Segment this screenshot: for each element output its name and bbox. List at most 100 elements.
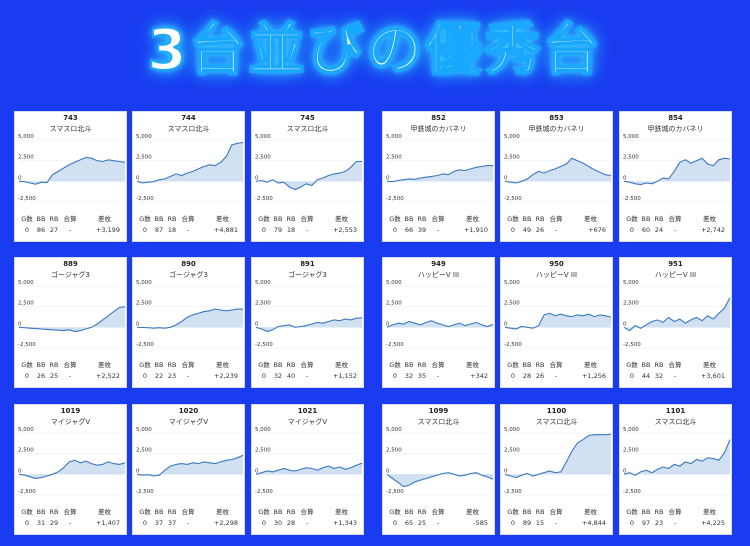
bb-value: 79 <box>273 226 283 234</box>
y-tick-label: 0 <box>18 321 22 327</box>
stats-header-row: G数 BB RB 合算 差枚 <box>256 507 361 518</box>
series-line <box>18 156 126 185</box>
y-tick-label: 0 <box>386 175 390 181</box>
y-tick-label: -2,500 <box>136 489 154 495</box>
y-tick-label: 0 <box>504 175 508 181</box>
stats-values-row: 0 79 18 - +2,553 <box>256 225 361 236</box>
y-tick-label: 2,500 <box>18 448 34 454</box>
series-area <box>256 317 362 332</box>
series-area <box>624 439 730 476</box>
stats-values-row: 0 97 23 - +4,225 <box>624 518 729 529</box>
machine-number: 1021 <box>297 407 318 415</box>
machine-card: 1019 マイジャグV 5,000 2,500 0 -2,500 G数 BB RB 合算 差枚 0 31… <box>14 404 127 535</box>
stats-header: RB <box>417 361 427 369</box>
bb-value: 26 <box>36 372 46 380</box>
rb-value: 23 <box>167 372 177 380</box>
games-value: 0 <box>24 226 30 234</box>
rb-value: 28 <box>286 519 296 527</box>
series-line <box>18 459 126 480</box>
stats-values-row: 0 31 29 - +1,407 <box>19 518 124 529</box>
stats-values-row: 0 87 18 - +4,881 <box>137 225 242 236</box>
payout-chart: 5,000 2,500 0 -2,500 <box>136 280 243 349</box>
bb-value: 66 <box>404 226 414 234</box>
y-tick-label: 5,000 <box>255 280 271 286</box>
machine-name: 甲鉄城のカバネリ <box>528 125 585 133</box>
y-tick-label: 2,500 <box>386 301 402 307</box>
stats-header: 合算 <box>431 508 445 516</box>
stats-table: G数 BB RB 合算 差枚 0 32 40 - +1,152 <box>256 360 361 382</box>
machine-name: マイジャグV <box>50 418 91 426</box>
stats-header: RB <box>417 508 427 516</box>
stats-header: BB <box>522 215 532 223</box>
rb-value: 23 <box>654 519 664 527</box>
machine-name: ゴージャグ3 <box>51 271 90 279</box>
stats-header: G数 <box>626 361 638 369</box>
series-line <box>255 462 363 475</box>
bb-value: 49 <box>522 226 532 234</box>
stats-header-row: G数 BB RB 合算 差枚 <box>19 214 124 225</box>
stats-table: G数 BB RB 合算 差枚 0 65 25 - -585 <box>387 507 492 529</box>
stats-header: RB <box>286 361 296 369</box>
rb-value: 25 <box>49 372 59 380</box>
stats-header: BB <box>36 508 46 516</box>
diff-value: +4,881 <box>213 226 238 234</box>
diff-value: +4,225 <box>700 519 725 527</box>
stats-table: G数 BB RB 合算 差枚 0 44 32 - +3,601 <box>624 360 729 382</box>
stats-header: 合算 <box>549 215 563 223</box>
y-tick-label: 5,000 <box>623 134 639 140</box>
combined-value: - <box>436 519 440 527</box>
diff-value: +4,844 <box>581 519 606 527</box>
machine-name: 甲鉄城のカバネリ <box>410 125 467 133</box>
machine-name: スマスロ北斗 <box>654 418 697 426</box>
stats-header-row: G数 BB RB 合算 差枚 <box>505 507 610 518</box>
y-tick-label: 5,000 <box>386 280 402 286</box>
series-area <box>137 309 243 329</box>
y-tick-label: 5,000 <box>136 134 152 140</box>
stats-header-row: G数 BB RB 合算 差枚 <box>387 360 492 371</box>
machine-number: 744 <box>181 114 196 122</box>
stats-header: 差枚 <box>703 215 716 223</box>
series-area <box>505 313 611 329</box>
stats-header: G数 <box>626 215 638 223</box>
stats-header: 差枚 <box>584 361 597 369</box>
stats-table: G数 BB RB 合算 差枚 0 32 35 - +342 <box>387 360 492 382</box>
games-value: 0 <box>24 372 30 380</box>
stats-header-row: G数 BB RB 合算 差枚 <box>137 360 242 371</box>
payout-chart: 5,000 2,500 0 -2,500 <box>136 134 244 203</box>
diff-value: +2,742 <box>700 226 725 234</box>
y-tick-label: -2,500 <box>504 489 522 495</box>
stats-header: BB <box>641 215 651 223</box>
diff-value: +1,256 <box>581 372 606 380</box>
machine-card: 745 スマスロ北斗 5,000 2,500 0 -2,500 G数 BB RB 合算 差枚 0 79 1… <box>251 111 364 242</box>
bb-value: 44 <box>641 372 651 380</box>
stats-header: G数 <box>507 508 519 516</box>
series-area <box>387 472 493 487</box>
games-value: 0 <box>392 226 398 234</box>
diff-value: +676 <box>588 226 606 234</box>
stats-header: BB <box>273 215 283 223</box>
stats-values-row: 0 60 24 - +2,742 <box>624 225 729 236</box>
stats-header: BB <box>154 215 164 223</box>
payout-chart: 5,000 2,500 0 -2,500 <box>623 427 731 496</box>
machine-name: マイジャグV <box>287 418 328 426</box>
combined-value: - <box>186 372 190 380</box>
combined-value: - <box>673 372 677 380</box>
games-value: 0 <box>629 372 635 380</box>
stats-header-row: G数 BB RB 合算 差枚 <box>19 360 124 371</box>
series-line <box>386 320 494 328</box>
stats-header: 合算 <box>300 508 314 516</box>
stats-header: 合算 <box>63 508 77 516</box>
y-tick-label: -2,500 <box>255 489 273 495</box>
stats-header: G数 <box>258 508 270 516</box>
stats-values-row: 0 89 15 - +4,844 <box>505 518 610 529</box>
y-tick-label: 0 <box>136 468 140 474</box>
games-value: 0 <box>261 372 267 380</box>
stats-header: RB <box>49 361 59 369</box>
y-tick-label: -2,500 <box>255 342 273 348</box>
stats-header: 合算 <box>63 361 77 369</box>
stats-table: G数 BB RB 合算 差枚 0 49 26 - +676 <box>505 214 610 236</box>
machine-card: 1021 マイジャグV 5,000 2,500 0 -2,500 G数 BB RB 合算 差枚 0 30… <box>251 404 364 535</box>
y-tick-label: -2,500 <box>18 196 36 202</box>
games-value: 0 <box>142 226 148 234</box>
games-value: 0 <box>261 519 267 527</box>
